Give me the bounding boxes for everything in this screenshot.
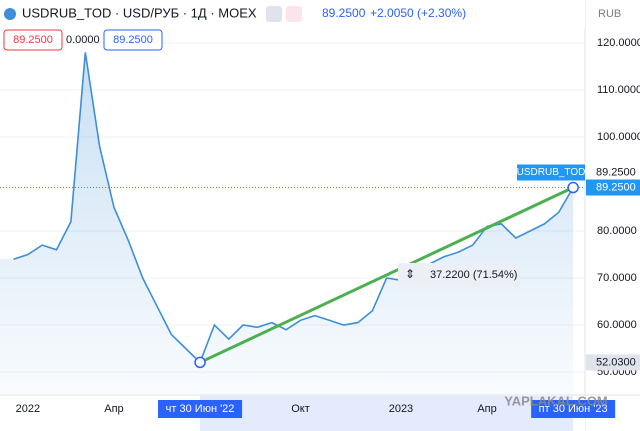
range-highlight: [200, 396, 574, 431]
icon: [266, 6, 282, 22]
y-tick-label: 110.0000: [597, 84, 640, 96]
buy-box[interactable]: [103, 29, 163, 51]
trend-line: [199, 186, 574, 364]
y-tick-label: 100.0000: [597, 131, 640, 143]
series-name-value: 89.2500: [596, 166, 636, 178]
trend-end: [567, 181, 579, 194]
currency: RUB: [598, 8, 621, 20]
last-price-label: 89.2500: [596, 181, 636, 193]
x-tick-label: чт 30 Июн '22: [166, 403, 235, 415]
x-label-highlight: [531, 400, 616, 418]
measure-icon: ⇕: [405, 267, 415, 281]
measure-label: 37.2200 (71.54%): [430, 269, 517, 281]
x-tick-label: Окт: [291, 403, 310, 415]
y-axis-labels: 120.0000 110.0000 100.0000 80.0000 70.0000 60…: [597, 37, 640, 378]
series-name: USDRUB_TOD: [517, 167, 586, 178]
price-line: [13, 52, 574, 364]
series-name-tag: [517, 164, 585, 181]
area-fill: [0, 52, 574, 395]
x-axis-labels: 2022 Апр чт 30 Июн '22 Окт 2023 Апр пт 30 Июн …: [16, 396, 616, 431]
y-tick-label: 120.0000: [597, 37, 640, 49]
x-tick-label: 2022: [16, 403, 40, 415]
header-title: USDRUB_TOD · USD/РУБ · 1Д · MOEX: [22, 5, 257, 20]
plot-area: [0, 52, 585, 395]
last-price: 89.2500: [322, 6, 366, 20]
x-tick-label: пт 30 Июн '23: [539, 403, 608, 415]
symbol-icon: [4, 8, 16, 20]
x-tick-label: 2023: [389, 403, 413, 415]
x-tick-label: Апр: [477, 403, 496, 415]
watermark: YAPLAKAL.COM: [504, 393, 608, 408]
y-tick-label: 60.0000: [597, 319, 637, 331]
last-price-tag: [586, 179, 640, 196]
low-price-label: 52.0300: [596, 356, 636, 368]
price-change: +2.0050 (+2.30%): [370, 6, 466, 20]
x-label-highlight: [158, 400, 243, 418]
x-tick-label: Апр: [104, 403, 123, 415]
y-tick-label: 70.0000: [597, 272, 637, 284]
spread: 0.0000: [66, 34, 100, 46]
sell-price: 89.2500: [13, 34, 53, 46]
trend-start: [194, 356, 206, 369]
icon: [286, 6, 302, 22]
low-price-tag: [586, 354, 640, 371]
sell-box[interactable]: [3, 29, 63, 51]
measure-box: [398, 263, 520, 287]
y-tick-label: 80.0000: [597, 225, 637, 237]
buy-price: 89.2500: [113, 34, 153, 46]
